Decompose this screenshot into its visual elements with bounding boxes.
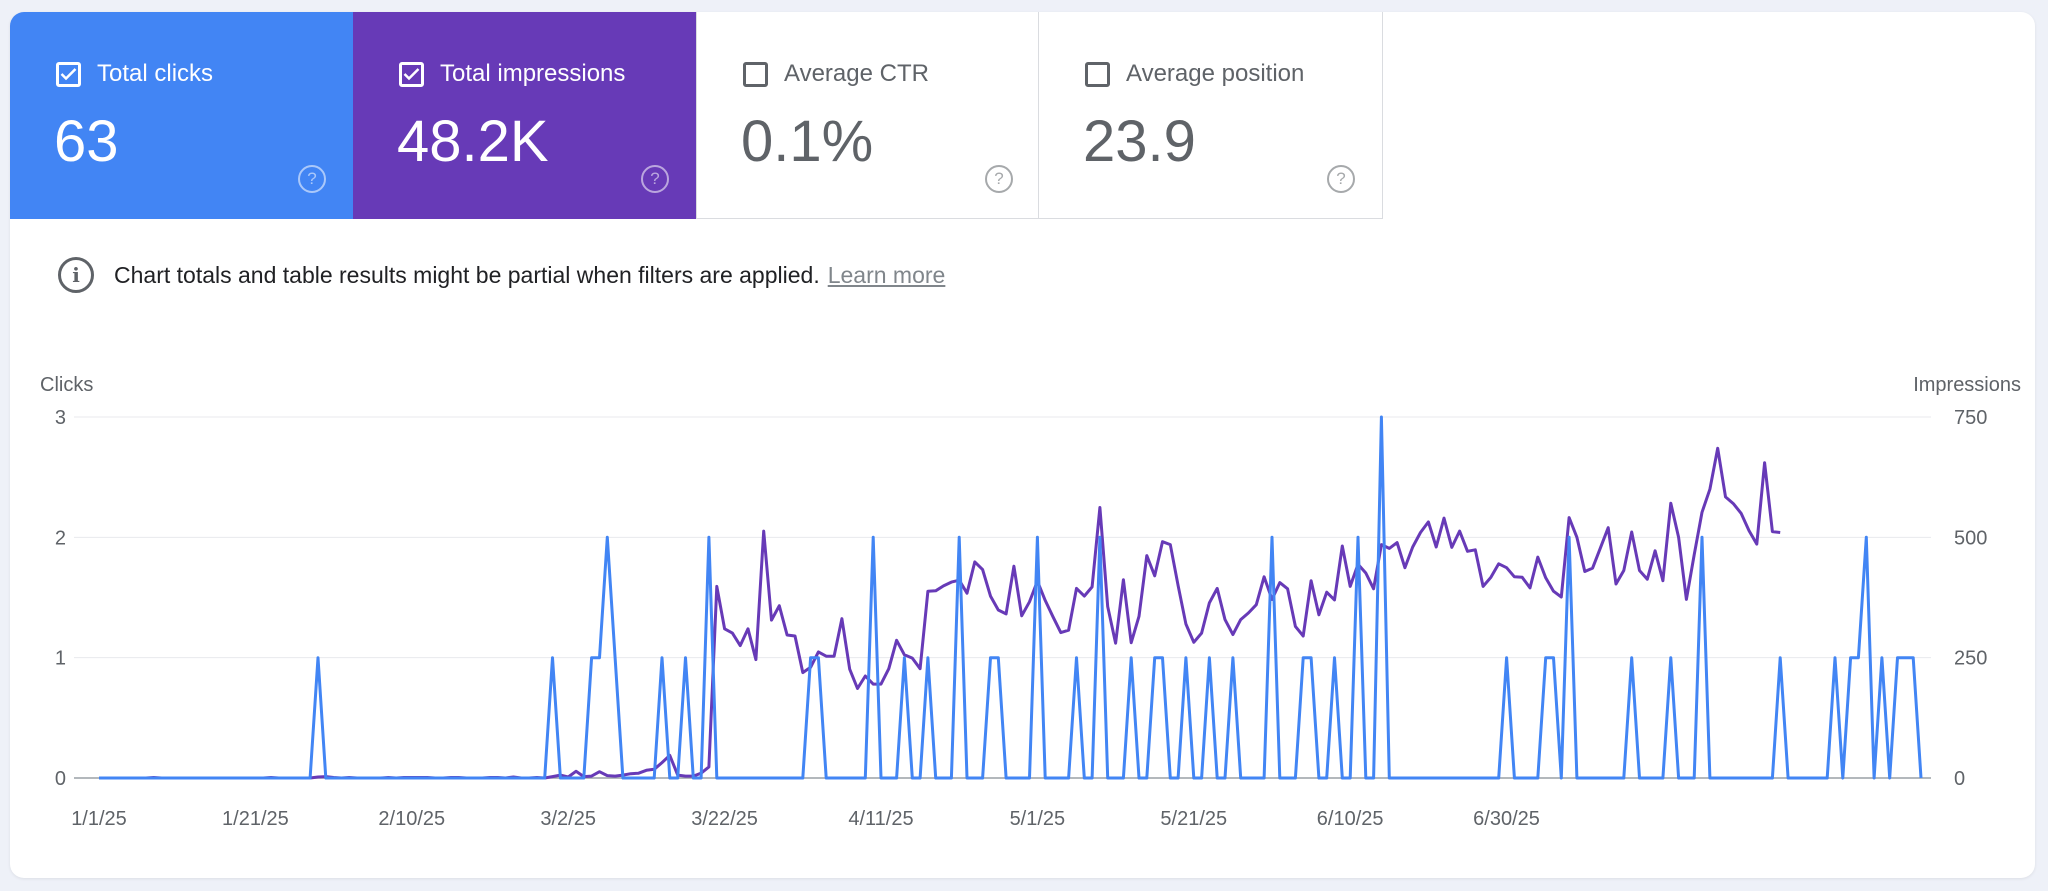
x-tick-label: 4/11/25: [848, 808, 913, 830]
x-tick-label: 6/30/25: [1473, 808, 1540, 830]
x-tick-label: 3/22/25: [691, 808, 758, 830]
tile-label: Average position: [1126, 60, 1305, 87]
total-impressions-tile[interactable]: Total impressions 48.2K ?: [353, 12, 696, 219]
x-tick-label: 3/2/25: [540, 808, 596, 830]
x-tick-label: 5/1/25: [1010, 808, 1066, 830]
tile-label: Total impressions: [440, 60, 626, 87]
help-icon[interactable]: ?: [641, 165, 669, 193]
right-tick-label: 750: [1954, 407, 1987, 429]
left-tick-label: 1: [55, 648, 66, 670]
x-tick-label: 5/21/25: [1160, 808, 1227, 830]
tile-value: 63: [54, 109, 119, 174]
checkbox-unchecked-icon[interactable]: [743, 61, 768, 87]
checkbox-checked-icon[interactable]: [399, 61, 424, 87]
average-position-tile[interactable]: Average position 23.9 ?: [1039, 12, 1383, 219]
x-tick-label: 1/1/25: [71, 808, 127, 830]
help-icon[interactable]: ?: [1327, 165, 1355, 193]
x-tick-label: 2/10/25: [378, 808, 445, 830]
learn-more-link[interactable]: Learn more: [827, 261, 946, 288]
help-icon[interactable]: ?: [985, 165, 1013, 193]
info-icon: i: [58, 257, 94, 293]
checkbox-unchecked-icon[interactable]: [1085, 61, 1110, 87]
right-tick-label: 250: [1954, 648, 1987, 670]
tile-value: 0.1%: [741, 109, 874, 174]
average-ctr-tile[interactable]: Average CTR 0.1% ?: [696, 12, 1039, 219]
performance-chart: Clicks Impressions 0 1 2 3 0 250 500 750 1/1/2…: [40, 374, 2021, 830]
left-tick-label: 3: [55, 407, 66, 429]
right-tick-label: 500: [1954, 527, 1987, 549]
left-tick-label: 0: [55, 768, 66, 790]
x-tick-label: 6/10/25: [1317, 808, 1384, 830]
right-axis-title: Impressions: [1913, 374, 2021, 396]
left-axis-title: Clicks: [40, 374, 93, 396]
x-tick-label: 1/21/25: [222, 808, 289, 830]
impressions-series-line: [99, 446, 1781, 780]
tile-label: Average CTR: [784, 60, 929, 87]
tile-value: 48.2K: [397, 109, 549, 174]
total-clicks-tile[interactable]: Total clicks 63 ?: [10, 12, 353, 219]
help-icon[interactable]: ?: [298, 165, 326, 193]
tile-value: 23.9: [1083, 109, 1196, 174]
notice-text: Chart totals and table results might be …: [114, 261, 820, 288]
checkbox-checked-icon[interactable]: [56, 61, 81, 87]
performance-card: Total clicks 63 ? Total impressions 48.2…: [10, 12, 2035, 878]
left-tick-label: 2: [55, 527, 66, 549]
clicks-series-line: [99, 415, 1923, 780]
tile-label: Total clicks: [97, 60, 214, 87]
right-tick-label: 0: [1954, 768, 1965, 790]
partial-results-notice: i Chart totals and table results might b…: [58, 257, 945, 293]
